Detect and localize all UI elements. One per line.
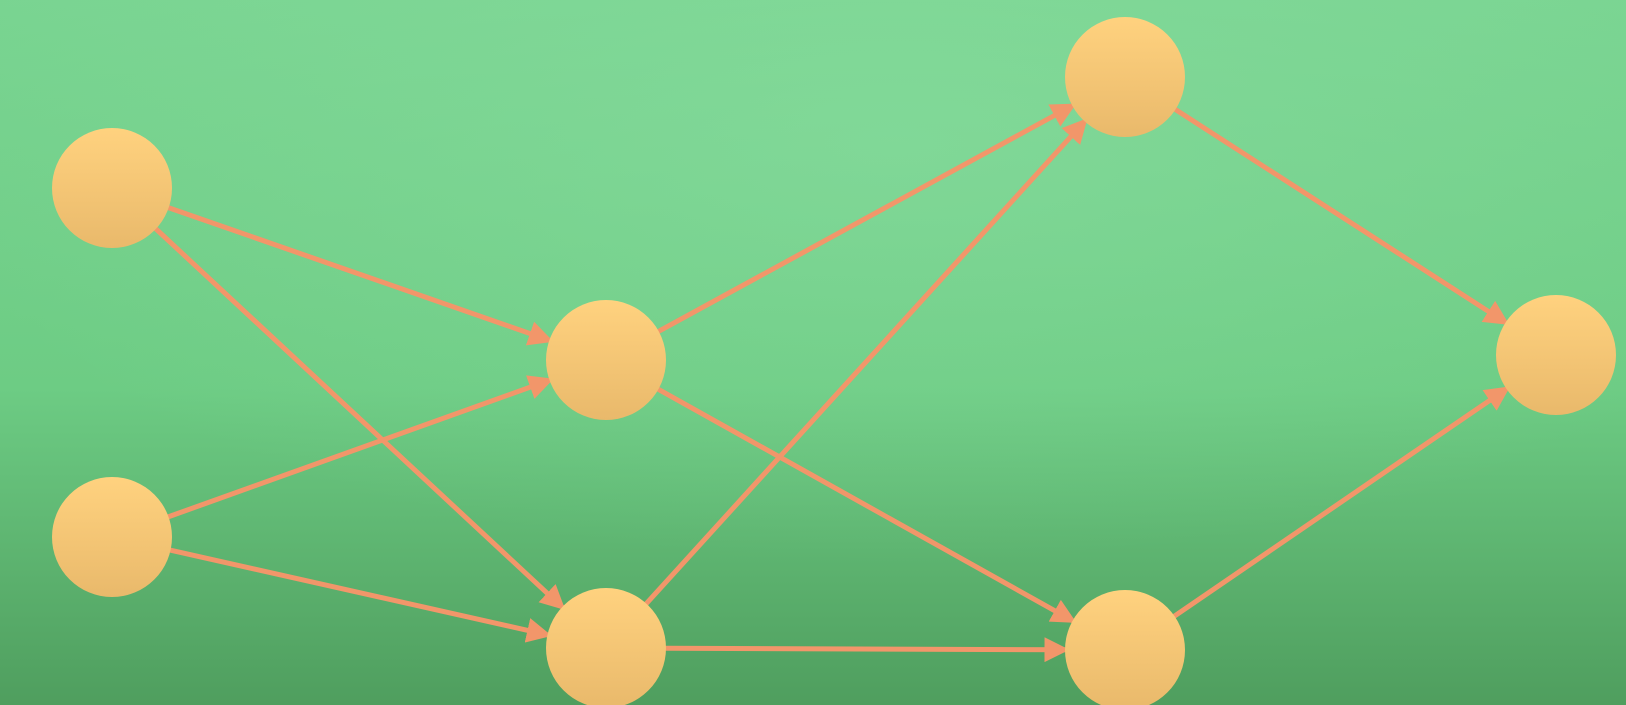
- edge-n1-n3: [166, 205, 554, 346]
- node-n2: [52, 477, 172, 597]
- nodes-layer: [52, 17, 1616, 705]
- edge-n2-n3: [165, 375, 554, 520]
- node-n5: [1065, 17, 1185, 137]
- node-n6: [1065, 590, 1185, 705]
- edge-n3-n6: [655, 386, 1077, 625]
- edge-n6-n7: [1172, 385, 1511, 619]
- edge-n5-n7: [1172, 107, 1510, 327]
- node-n3: [546, 300, 666, 420]
- edge-n3-n5: [656, 102, 1077, 334]
- edge-n4-n6: [663, 637, 1070, 663]
- edge-n1-n4: [153, 226, 567, 611]
- node-n4: [546, 588, 666, 705]
- edges-layer: [153, 102, 1511, 663]
- node-n7: [1496, 295, 1616, 415]
- node-n1: [52, 128, 172, 248]
- edge-n2-n4: [168, 547, 552, 643]
- edge-n4-n5: [643, 117, 1089, 607]
